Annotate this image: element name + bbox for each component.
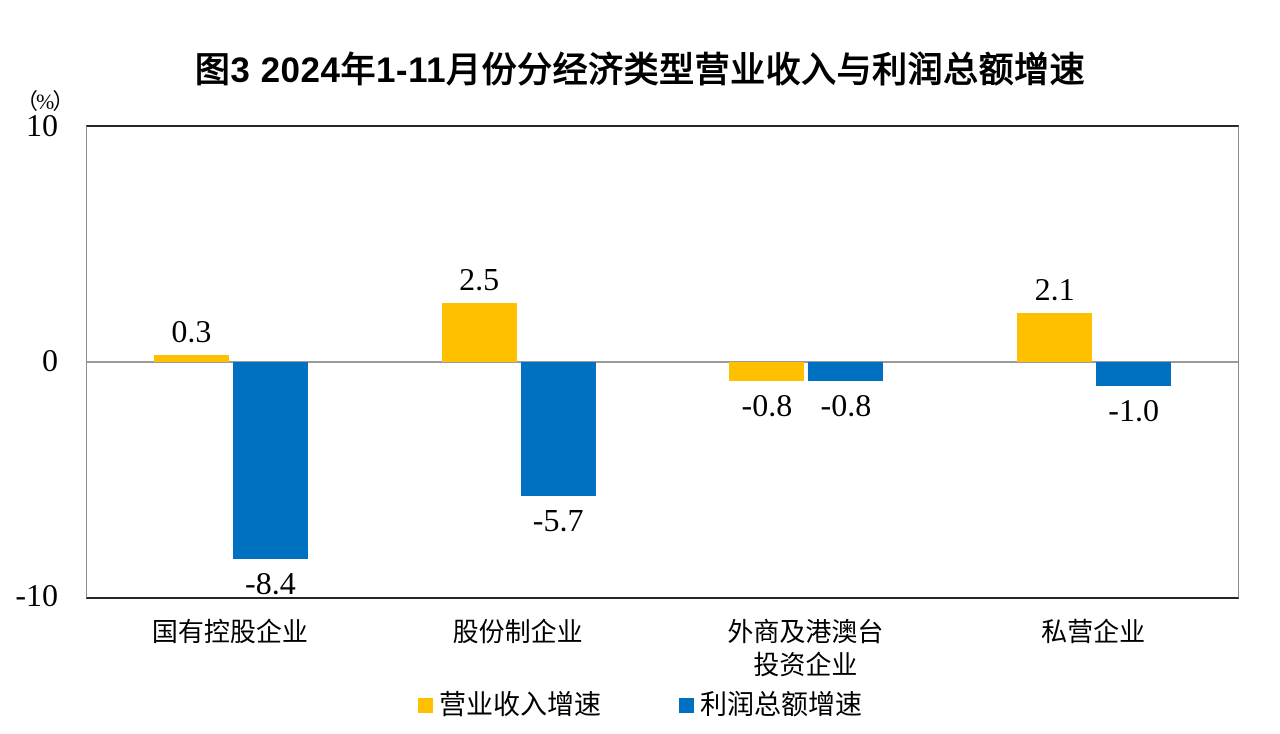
bar-profit-2 xyxy=(808,362,884,381)
value-label-profit-2: -0.8 xyxy=(820,386,872,423)
y-axis-tick-10: 10 xyxy=(26,107,58,143)
zero-gridline xyxy=(87,361,1238,363)
value-label-profit-1: -5.7 xyxy=(532,501,584,538)
legend-label: 营业收入增速 xyxy=(439,690,601,720)
bar-profit-1 xyxy=(520,362,596,496)
y-axis-tick--10: -10 xyxy=(15,577,58,613)
bar-profit-3 xyxy=(1096,362,1172,386)
bar-profit-0 xyxy=(232,362,308,560)
y-axis-unit-label: （%） xyxy=(16,89,74,114)
bar-revenue-1 xyxy=(441,303,517,362)
value-label-revenue-1: 2.5 xyxy=(459,261,500,298)
legend: 营业收入增速 利润总额增速 xyxy=(0,690,1280,720)
plot-area: 0.3 -8.4 2.5 -5.7 -0.8 -0.8 2.1 -1.0 xyxy=(86,125,1239,602)
legend-label: 利润总额增速 xyxy=(700,690,862,720)
legend-item-profit: 利润总额增速 xyxy=(679,690,862,720)
x-axis-label-2: 外商及港澳台 投资企业 xyxy=(727,618,884,680)
x-axis-label-0: 国有控股企业 xyxy=(151,618,308,647)
chart-title: 图3 2024年1-11月份分经济类型营业收入与利润总额增速 xyxy=(194,51,1086,90)
x-axis-label-1: 股份制企业 xyxy=(452,618,583,647)
value-label-profit-0: -8.4 xyxy=(245,565,296,602)
legend-item-revenue: 营业收入增速 xyxy=(418,690,601,720)
legend-swatch-icon xyxy=(418,697,433,713)
value-label-revenue-2: -0.8 xyxy=(741,386,793,423)
bar-revenue-2 xyxy=(729,362,805,381)
value-label-revenue-0: 0.3 xyxy=(171,312,212,349)
y-axis-tick-0: 0 xyxy=(42,342,58,378)
x-axis-label-3: 私营企业 xyxy=(1041,618,1146,647)
value-label-profit-3: -1.0 xyxy=(1108,391,1159,428)
bar-revenue-0 xyxy=(153,354,229,362)
legend-swatch-icon xyxy=(679,697,694,713)
bar-revenue-3 xyxy=(1017,312,1093,362)
value-label-revenue-3: 2.1 xyxy=(1034,270,1075,307)
